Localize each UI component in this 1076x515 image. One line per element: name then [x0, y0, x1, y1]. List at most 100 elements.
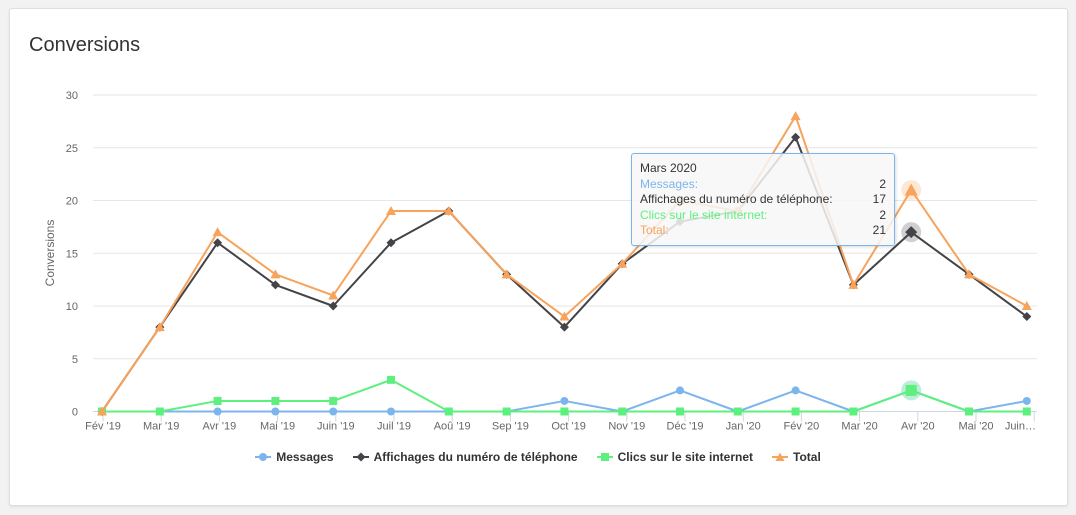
legend-label: Clics sur le site internet [617, 450, 753, 464]
square-point-marker-icon[interactable] [965, 407, 973, 416]
square-point-marker-icon[interactable] [1022, 407, 1031, 416]
chart-tooltip: Mars 2020 Messages: 2 Affichages du numé… [631, 153, 895, 246]
x-tick-label: Fév '19 [85, 421, 121, 433]
x-tick-label: Juil '19 [377, 421, 411, 433]
x-tick-label: Sep '19 [492, 421, 529, 433]
x-tick-label: Mai '19 [260, 421, 295, 433]
circle-point-marker-icon[interactable] [329, 407, 338, 416]
square-point-marker-icon[interactable] [560, 407, 569, 416]
square-point-marker-icon[interactable] [905, 384, 917, 396]
triangle-point-marker-icon[interactable] [328, 290, 339, 300]
x-tick-label: Fév '20 [784, 421, 820, 433]
x-tick-label: Avr '19 [203, 421, 237, 433]
x-tick-label: Nov '19 [608, 421, 645, 433]
triangle-point-marker-icon[interactable] [790, 111, 801, 121]
x-tick-label: Aoû '19 [434, 421, 471, 433]
square-point-marker-icon[interactable] [444, 407, 453, 416]
diamond-point-marker-icon[interactable] [270, 280, 280, 290]
x-tick-label: Avr '20 [901, 421, 935, 433]
tooltip-value: 21 [872, 223, 886, 237]
square-point-marker-icon[interactable] [387, 375, 395, 384]
tooltip-value: 2 [879, 207, 886, 222]
tooltip-label: Total: [640, 223, 669, 237]
triangle-point-marker-icon[interactable] [154, 322, 165, 332]
diamond-point-marker-icon[interactable] [905, 226, 918, 239]
x-tick-label: Oct '19 [551, 421, 586, 433]
square-point-marker-icon[interactable] [502, 407, 511, 416]
tooltip-value: 17 [872, 192, 886, 206]
triangle-point-marker-icon[interactable] [559, 311, 570, 321]
square-point-marker-icon[interactable] [271, 396, 280, 405]
tooltip-title: Mars 2020 [640, 161, 697, 175]
y-tick-label: 0 [72, 407, 78, 419]
circle-point-marker-icon[interactable] [271, 407, 280, 416]
legend-item-phone-views[interactable]: Affichages du numéro de téléphone [352, 449, 578, 465]
square-point-marker-icon[interactable] [329, 396, 338, 405]
triangle-point-marker-icon[interactable] [848, 279, 859, 289]
diamond-point-marker-icon[interactable] [791, 132, 801, 142]
tooltip-row-messages: Messages: 2 [640, 177, 886, 193]
legend-item-total[interactable]: Total [772, 449, 821, 465]
circle-point-marker-icon[interactable] [213, 407, 222, 416]
legend-label: Affichages du numéro de téléphone [373, 450, 578, 464]
legend-item-website-clicks[interactable]: Clics sur le site internet [596, 449, 753, 465]
y-tick-label: 25 [66, 143, 78, 155]
circle-point-marker-icon[interactable] [1022, 396, 1031, 405]
triangle-point-marker-icon[interactable] [97, 406, 107, 416]
triangle-point-marker-icon[interactable] [1021, 301, 1032, 310]
legend-triangle-marker-icon [772, 452, 788, 461]
legend-label: Messages [276, 450, 334, 464]
circle-point-marker-icon[interactable] [387, 407, 395, 416]
square-point-marker-icon[interactable] [618, 407, 627, 416]
y-tick-label: 5 [72, 354, 78, 366]
legend-square-marker-icon [596, 453, 613, 461]
x-tick-label: Déc '19 [667, 421, 704, 433]
tooltip-row-total: Total: 21 [640, 223, 886, 239]
triangle-point-marker-icon[interactable] [904, 183, 918, 196]
diamond-point-marker-icon[interactable] [386, 238, 396, 248]
y-tick-label: 15 [66, 248, 78, 260]
legend-label: Total [793, 450, 821, 464]
series-triangle-line[interactable] [97, 111, 1032, 416]
triangle-point-marker-icon[interactable] [270, 269, 281, 279]
square-point-marker-icon[interactable] [791, 407, 800, 416]
x-tick-label: Mar '19 [143, 421, 179, 433]
diamond-point-marker-icon[interactable] [213, 238, 223, 248]
triangle-point-marker-icon[interactable] [617, 258, 628, 268]
x-tick-label: Juin… [1005, 421, 1036, 433]
y-tick-label: 10 [66, 301, 78, 313]
square-point-marker-icon[interactable] [213, 396, 222, 405]
conversions-card [9, 8, 1068, 506]
series-line[interactable] [102, 378, 1027, 413]
circle-point-marker-icon[interactable] [676, 386, 684, 395]
triangle-point-marker-icon[interactable] [501, 269, 512, 279]
tooltip-label: Clics sur le site internet: [640, 207, 768, 222]
triangle-point-marker-icon[interactable] [212, 227, 223, 237]
triangle-point-marker-icon[interactable] [964, 269, 974, 279]
x-tick-label: Mar '20 [841, 421, 877, 433]
triangle-point-marker-icon[interactable] [443, 206, 454, 216]
card-title: Conversions [29, 34, 141, 56]
circle-point-marker-icon[interactable] [560, 396, 569, 405]
series-square-line[interactable] [98, 375, 1031, 416]
square-point-marker-icon[interactable] [849, 407, 858, 416]
diamond-point-marker-icon[interactable] [328, 301, 338, 311]
circle-point-marker-icon[interactable] [791, 386, 800, 395]
legend-item-messages[interactable]: Messages [255, 449, 334, 465]
x-tick-label: Juin '19 [317, 421, 355, 433]
tooltip-value: 2 [879, 176, 886, 191]
square-point-marker-icon[interactable] [676, 407, 684, 416]
square-point-marker-icon[interactable] [155, 407, 164, 416]
y-tick-label: 30 [66, 90, 78, 102]
tooltip-label: Affichages du numéro de téléphone: [640, 192, 833, 206]
legend-circle-marker-icon [255, 453, 272, 461]
legend-diamond-marker-icon [352, 452, 369, 462]
y-axis-title: Conversions [43, 220, 57, 287]
tooltip-label: Messages: [640, 176, 699, 191]
diamond-point-marker-icon[interactable] [1022, 312, 1032, 322]
x-tick-label: Mai '20 [958, 421, 993, 433]
triangle-point-marker-icon[interactable] [386, 206, 396, 216]
diamond-point-marker-icon[interactable] [559, 322, 569, 332]
square-point-marker-icon[interactable] [733, 407, 742, 416]
